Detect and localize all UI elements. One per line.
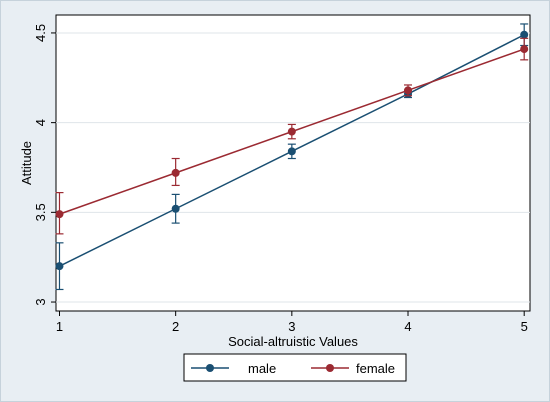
data-point	[520, 45, 529, 54]
data-point	[520, 30, 529, 39]
x-tick-label: 2	[172, 319, 179, 334]
x-axis-ticks: 1 2 3 4 5	[56, 311, 528, 334]
legend-marker-female	[326, 364, 334, 372]
y-axis-title: Attitude	[19, 141, 34, 185]
series-layer	[55, 23, 529, 291]
y-tick-label: 4	[33, 119, 48, 126]
series-male	[55, 23, 529, 291]
data-point	[171, 168, 180, 177]
plot-area	[55, 14, 531, 312]
series-female	[55, 37, 529, 235]
data-point	[287, 147, 296, 156]
grid-lines	[56, 32, 530, 303]
legend-label-male: male	[248, 361, 276, 376]
x-tick-label: 1	[56, 319, 63, 334]
data-point	[171, 204, 180, 213]
data-point	[55, 262, 64, 271]
data-point	[55, 210, 64, 219]
legend: male female	[183, 353, 407, 382]
x-tick-label: 4	[404, 319, 411, 334]
legend-marker-male	[206, 364, 214, 372]
y-tick-label: 3	[33, 298, 48, 305]
x-axis-title: Social-altruistic Values	[228, 334, 358, 349]
legend-label-female: female	[356, 361, 395, 376]
y-tick-label: 3.5	[33, 203, 48, 221]
y-axis-ticks: 3 3.5 4 4.5	[33, 24, 56, 306]
data-point	[287, 127, 296, 136]
x-tick-label: 3	[288, 319, 295, 334]
x-tick-label: 5	[521, 319, 528, 334]
data-point	[404, 86, 413, 95]
y-tick-label: 4.5	[33, 24, 48, 42]
